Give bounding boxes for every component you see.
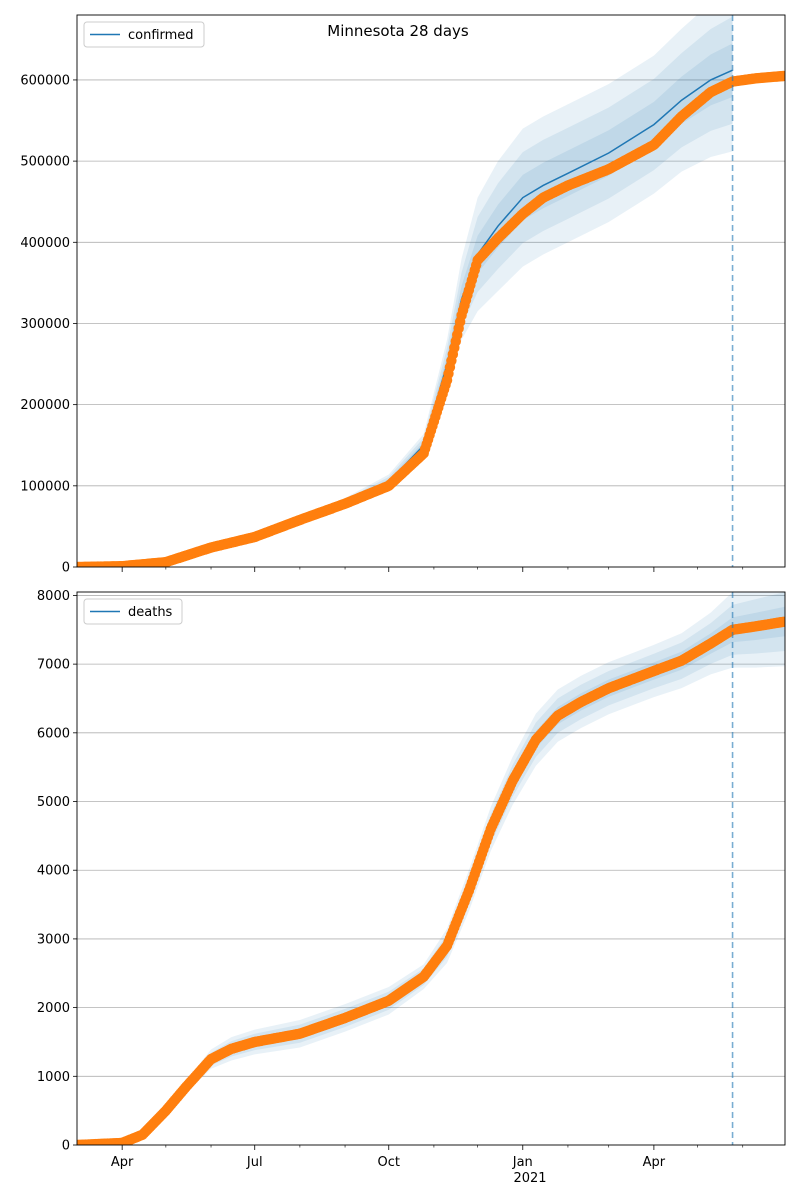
observed-series xyxy=(77,616,785,1145)
uncertainty-band xyxy=(77,15,733,567)
legend-box xyxy=(83,21,205,48)
uncertainty-band xyxy=(77,43,733,567)
observed-point xyxy=(778,70,785,82)
observed-series xyxy=(77,70,785,567)
y-tick-label: 600000 xyxy=(20,73,70,88)
legend-box xyxy=(83,598,183,625)
y-tick-label: 0 xyxy=(62,561,70,576)
legend-label: deaths xyxy=(128,605,173,620)
uncertainty-band xyxy=(77,16,733,567)
axes-frame xyxy=(76,14,786,568)
plot-area xyxy=(77,15,785,567)
y-tick-label: 0 xyxy=(62,1139,70,1154)
chart-title: Minnesota 28 days xyxy=(327,22,469,40)
deaths-panel: 0 1000 2000 3000 4000 5000 6000 7000 8000 Apr Jul O… xyxy=(37,589,786,1170)
y-tick-label: 500000 xyxy=(20,155,70,170)
y-tick-label: 3000 xyxy=(37,932,70,947)
y-tick-label: 6000 xyxy=(37,726,70,741)
y-tick-label: 1000 xyxy=(37,1070,70,1085)
x-tick-label: Jan xyxy=(512,1155,533,1170)
legend-label: confirmed xyxy=(128,28,194,43)
y-tick-label: 100000 xyxy=(20,479,70,494)
axes-frame xyxy=(76,591,786,1146)
y-tick-label: 2000 xyxy=(37,1001,70,1016)
y-tick-label: 8000 xyxy=(37,589,70,604)
y-tick-label: 200000 xyxy=(20,398,70,413)
x-tick-label: Oct xyxy=(378,1155,400,1170)
y-tick-label: 300000 xyxy=(20,317,70,332)
x-tick-label: Jul xyxy=(246,1155,263,1170)
x-tick-label: Apr xyxy=(111,1155,134,1170)
y-tick-label: 4000 xyxy=(37,864,70,879)
plot-area xyxy=(77,592,785,1145)
observed-point xyxy=(778,616,785,627)
x-year-label: 2021 xyxy=(513,1171,546,1186)
legend: deaths xyxy=(83,598,183,625)
y-tick-label: 7000 xyxy=(37,658,70,673)
x-tick-label: Apr xyxy=(643,1155,666,1170)
y-tick-label: 400000 xyxy=(20,236,70,251)
confirmed-panel: 0 100000 200000 300000 400000 500000 600000 con… xyxy=(20,14,786,576)
y-tick-label: 5000 xyxy=(37,795,70,810)
legend: confirmed xyxy=(83,21,205,48)
